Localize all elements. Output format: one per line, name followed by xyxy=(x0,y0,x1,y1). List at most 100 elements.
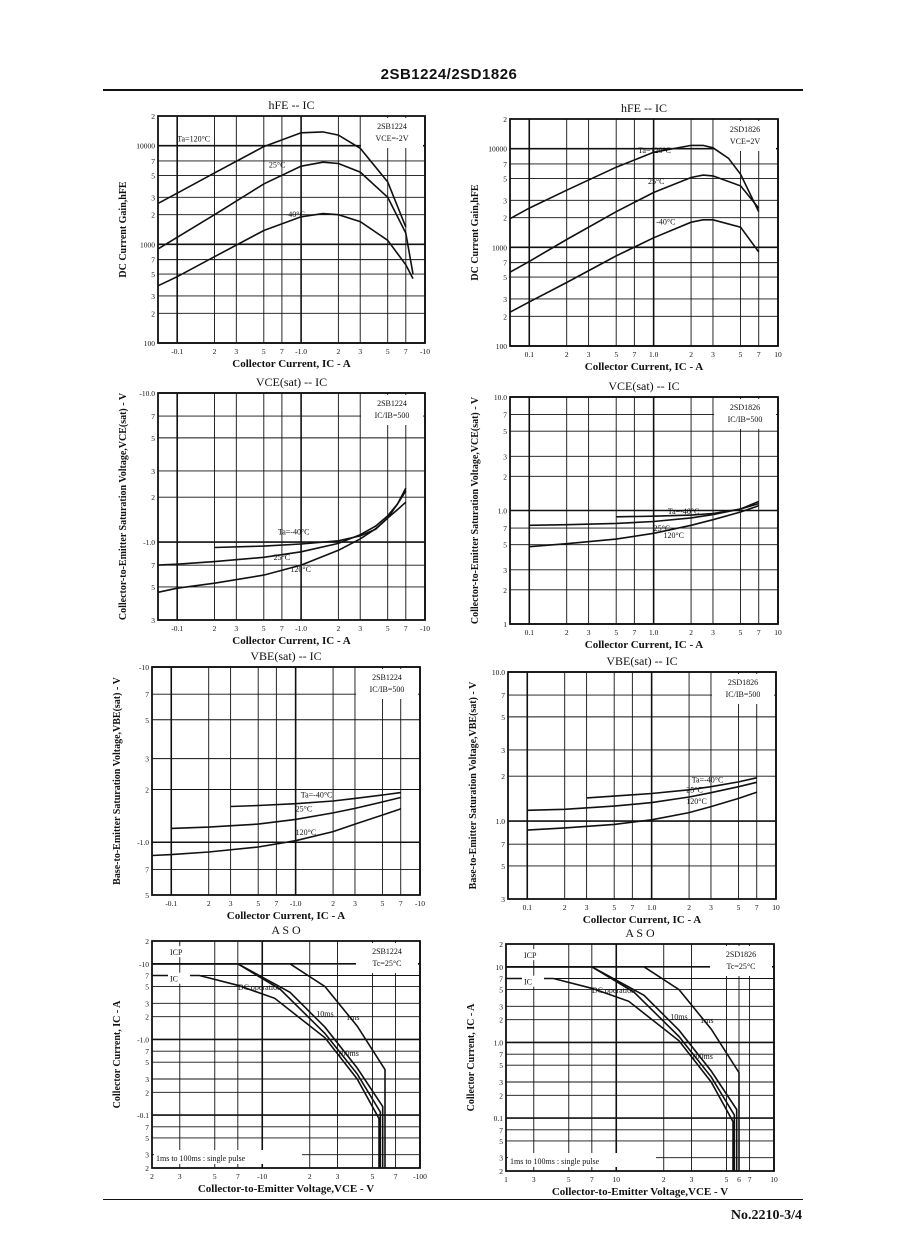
x-tick-label: 7 xyxy=(632,350,636,359)
series-line xyxy=(506,977,734,1171)
x-tick-label: -100 xyxy=(413,1172,427,1181)
chart-title: A S O xyxy=(625,926,655,940)
x-tick-label: 3 xyxy=(711,628,715,637)
series-label: 1ms xyxy=(346,1013,359,1022)
x-tick-label: 2 xyxy=(308,1172,312,1181)
chart-vcesat-b: -0.1 2 3 5 7 -1.0 2 3 5 7 -10 3 5 7 -1.0 2 3 5 7 -10.0 VCE(s… xyxy=(118,375,430,647)
series-line xyxy=(509,144,760,220)
y-tick-label: 5 xyxy=(145,1134,149,1143)
conditions-box xyxy=(361,118,423,148)
page-header-title: 2SB1224/2SD1826 xyxy=(380,66,518,83)
curve-label: ICP xyxy=(170,948,183,957)
chart-vcesat-d: 0.1 2 3 5 7 1.0 2 3 5 7 10 1 2 3 5 7 1.0 2 3 5 7 10.0 VCE(sat)… xyxy=(470,379,782,651)
y-tick-label: -1.0 xyxy=(143,538,155,547)
x-tick-label: 2 xyxy=(331,899,335,908)
y-axis-label: Collector-to-Emitter Saturation Voltage,… xyxy=(118,392,129,620)
x-tick-label: 7 xyxy=(757,350,761,359)
y-axis-label: Collector Current, IC - A xyxy=(112,1000,123,1108)
y-tick-label: 5 xyxy=(501,713,505,722)
x-tick-label: -10 xyxy=(420,624,430,633)
y-tick-label: 1000 xyxy=(140,240,155,249)
x-tick-label: 2 xyxy=(565,628,569,637)
x-tick-label: 7 xyxy=(404,624,408,633)
chart-title: VBE(sat) -- IC xyxy=(606,654,677,668)
x-tick-label: 2 xyxy=(213,624,217,633)
condition-label: IC/IB=500 xyxy=(726,690,761,699)
chart-vbesat-d: 0.1 2 3 5 7 1.0 2 3 5 7 10 3 5 7 1.0 2 3 5 7 10.0 VBE(sat) -… xyxy=(468,654,780,926)
y-tick-label: 0.1 xyxy=(494,1114,504,1123)
series-label: 120°C xyxy=(686,797,707,806)
y-axis-label: Collector Current, IC - A xyxy=(466,1003,477,1111)
y-tick-label: 2 xyxy=(145,785,149,794)
x-tick-label: 5 xyxy=(371,1172,375,1181)
y-tick-label: 1.0 xyxy=(498,507,508,516)
series-line xyxy=(529,502,759,527)
y-tick-label: 5 xyxy=(501,862,505,871)
series-label: 25°C xyxy=(648,177,665,186)
y-tick-label: 2 xyxy=(151,493,155,502)
label-bg xyxy=(167,946,190,958)
condition-label: Tc=25°C xyxy=(373,959,402,968)
x-tick-label: 2 xyxy=(337,624,341,633)
x-tick-label: 7 xyxy=(757,628,761,637)
y-tick-label: 2 xyxy=(503,586,507,595)
y-tick-label: 2 xyxy=(499,940,503,949)
x-tick-label: 7 xyxy=(590,1175,594,1184)
y-tick-label: -1.0 xyxy=(137,838,149,847)
x-tick-label: -0.1 xyxy=(171,347,183,356)
condition-label: 2SD1826 xyxy=(726,950,756,959)
series-line xyxy=(157,212,414,287)
plot-frame xyxy=(157,392,426,621)
x-tick-label: 7 xyxy=(280,347,284,356)
series-line xyxy=(506,966,736,1171)
y-tick-label: 1.0 xyxy=(496,817,506,826)
chart-hfe-b: -0.1 2 3 5 7 -1.0 2 3 5 7 -10 100 2 3 5 7 1000 2 3 5 7 10000 2… xyxy=(118,98,430,370)
x-tick-label: 5 xyxy=(262,624,266,633)
y-tick-label: 10 xyxy=(496,963,504,972)
x-axis-label: Collector Current, IC - A xyxy=(227,910,345,922)
x-tick-label: 2 xyxy=(563,903,567,912)
x-tick-label: -10 xyxy=(420,347,430,356)
y-tick-label: 2 xyxy=(145,1164,149,1173)
y-tick-label: 7 xyxy=(499,1126,503,1135)
x-tick-label: 3 xyxy=(587,350,591,359)
y-tick-label: 7 xyxy=(145,1123,149,1132)
chart-title: VBE(sat) -- IC xyxy=(250,649,321,663)
y-tick-label: 5 xyxy=(145,983,149,992)
series-line xyxy=(509,219,760,313)
note-bg xyxy=(508,1153,656,1167)
y-tick-label: 2 xyxy=(503,472,507,481)
chart-title: A S O xyxy=(271,923,301,937)
y-tick-label: 5 xyxy=(499,1061,503,1070)
y-tick-label: 3 xyxy=(499,1154,503,1163)
y-tick-label: 3 xyxy=(145,755,149,764)
y-tick-label: 3 xyxy=(499,1078,503,1087)
y-tick-label: 7 xyxy=(145,971,149,980)
y-tick-label: 5 xyxy=(503,273,507,282)
y-tick-label: 5 xyxy=(499,986,503,995)
x-tick-label: 3 xyxy=(358,624,362,633)
plot-frame xyxy=(507,671,777,900)
condition-label: IC/IB=500 xyxy=(728,415,763,424)
y-tick-label: -1.0 xyxy=(137,1035,149,1044)
plot-frame xyxy=(509,396,779,625)
x-tick-label: 3 xyxy=(178,1172,182,1181)
series-label: 10ms xyxy=(670,1013,687,1022)
y-tick-label: 3 xyxy=(503,196,507,205)
y-tick-label: 3 xyxy=(145,1151,149,1160)
y-tick-label: 2 xyxy=(151,211,155,220)
y-tick-label: 3 xyxy=(151,616,155,625)
x-tick-label: -0.1 xyxy=(165,899,177,908)
x-tick-label: 2 xyxy=(565,350,569,359)
y-tick-label: 2 xyxy=(145,937,149,946)
plot-frame xyxy=(505,943,775,1172)
x-tick-label: 5 xyxy=(262,347,266,356)
x-tick-label: 3 xyxy=(358,347,362,356)
y-tick-label: 3 xyxy=(151,467,155,476)
pulse-note: 1ms to 100ms : single pulse xyxy=(156,1154,246,1163)
series-line xyxy=(151,808,401,857)
y-tick-label: 7 xyxy=(145,865,149,874)
x-tick-label: 2 xyxy=(687,903,691,912)
conditions-box xyxy=(361,395,423,425)
series-line xyxy=(527,791,757,831)
